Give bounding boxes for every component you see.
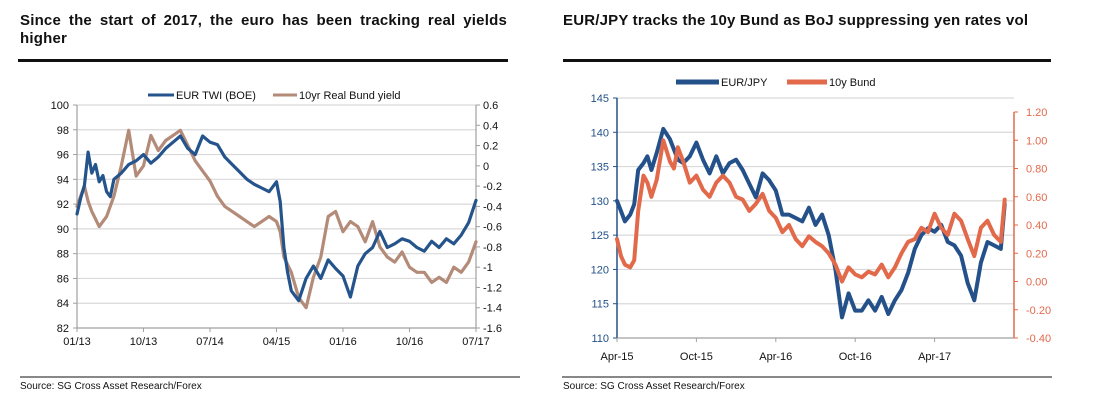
x-tick-label: 07/14 [196, 336, 224, 348]
y-tick-label-right: 1.00 [1026, 135, 1047, 147]
x-tick-label: Oct-16 [839, 351, 872, 363]
y-tick-label-right: 0.00 [1026, 277, 1047, 289]
y-tick-label-right: 0.2 [483, 141, 498, 153]
y-tick-label-left: 100 [51, 100, 69, 112]
x-tick-label: 04/15 [263, 336, 291, 348]
y-tick-label-left: 125 [591, 230, 609, 242]
y-tick-label-right: -0.40 [1026, 333, 1051, 345]
x-tick-label: Apr-17 [918, 351, 951, 363]
chart-left: 100 98 96 94 92 90 88 86 84 82 0.6 0.4 0.2 0 -0.2 -0.4 -… [51, 90, 502, 348]
title-rule [563, 59, 1051, 62]
y-tick-label-left: 88 [57, 249, 69, 261]
y-tick-label-left: 135 [591, 162, 609, 174]
x-tick-label: 10/16 [396, 336, 424, 348]
x-tick-label: Oct-15 [680, 351, 713, 363]
series-line-eur-twi-boe- [75, 134, 478, 303]
series-line-eur-jpy [615, 126, 1007, 320]
y-tick-label-right: 0.4 [483, 120, 498, 132]
legend-label: 10yr Real Bund yield [299, 90, 401, 102]
y-tick-label-left: 130 [591, 196, 609, 208]
x-tick-label: 01/13 [63, 336, 91, 348]
y-tick-label-right: 0.20 [1026, 248, 1047, 260]
y-tick-label-left: 82 [57, 323, 69, 335]
y-tick-label-right: 0.6 [483, 100, 498, 112]
y-tick-label-left: 96 [57, 150, 69, 162]
y-tick-label-left: 94 [57, 174, 69, 186]
source-note: Source: SG Cross Asset Research/Forex [20, 381, 202, 392]
source-note: Source: SG Cross Asset Research/Forex [563, 381, 745, 392]
y-tick-label-left: 92 [57, 199, 69, 211]
y-tick-label-left: 90 [57, 224, 69, 236]
y-tick-label-right: -1 [483, 262, 493, 274]
y-tick-label-right: -0.8 [483, 242, 502, 254]
y-tick-label-right: -0.20 [1026, 305, 1051, 317]
chart-title: Since the start of 2017, the euro has be… [20, 12, 507, 47]
y-tick-label-left: 115 [591, 299, 609, 311]
y-tick-label-right: -1.4 [483, 303, 502, 315]
series-line-10y-bund [615, 138, 1007, 284]
chart-panel-right: EUR/JPY tracks the 10y Bund as BoJ suppr… [554, 0, 1108, 417]
source-rule [562, 376, 1052, 378]
chart-title: EUR/JPY tracks the 10y Bund as BoJ suppr… [563, 12, 1029, 29]
y-tick-label-left: 145 [591, 93, 609, 105]
y-tick-label-right: -1.2 [483, 282, 502, 294]
x-tick-label: Apr-16 [759, 351, 792, 363]
x-tick-label: Apr-15 [600, 351, 633, 363]
legend-label: 10y Bund [829, 77, 875, 89]
chart-panel-left: Since the start of 2017, the euro has be… [18, 12, 520, 392]
x-tick-label: 01/16 [329, 336, 357, 348]
y-tick-label-left: 140 [591, 127, 609, 139]
y-tick-label-right: 0 [483, 161, 489, 173]
legend-label: EUR/JPY [721, 77, 768, 89]
source-rule [20, 376, 520, 378]
y-tick-label-right: 0.40 [1026, 220, 1047, 232]
y-tick-label-left: 86 [57, 273, 69, 285]
x-tick-label: 07/17 [462, 336, 490, 348]
y-tick-label-right: 0.60 [1026, 192, 1047, 204]
y-tick-label-right: -0.4 [483, 201, 502, 213]
y-tick-label-right: 1.20 [1026, 107, 1047, 119]
y-tick-label-left: 84 [57, 298, 69, 310]
y-tick-label-right: -0.6 [483, 222, 502, 234]
y-tick-label-left: 98 [57, 125, 69, 137]
y-tick-label-left: 120 [591, 264, 609, 276]
y-tick-label-right: 0.80 [1026, 164, 1047, 176]
x-tick-label: 10/13 [130, 336, 158, 348]
chart-right: 145 140 135 130 125 120 115 110 1.20 1.00 0.80 0.60… [591, 77, 1051, 363]
y-tick-label-right: -0.2 [483, 181, 502, 193]
y-tick-label-right: -1.6 [483, 323, 502, 335]
series-line-10yr-real-bund-yield [75, 128, 478, 310]
y-tick-label-left: 110 [591, 333, 609, 345]
legend-label: EUR TWI (BOE) [176, 90, 256, 102]
title-rule [18, 59, 508, 62]
